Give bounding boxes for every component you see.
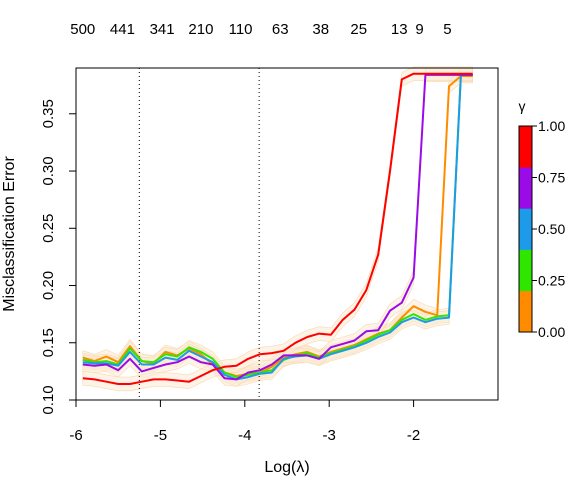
top-axis-label-10: 5 bbox=[443, 21, 451, 38]
colorbar-tick-label-2: 0.50 bbox=[538, 221, 565, 237]
x-tick-label-1: -5 bbox=[154, 427, 167, 444]
legend-title: γ bbox=[519, 98, 526, 114]
top-axis-label-9: 9 bbox=[415, 21, 423, 38]
top-axis-label-0: 500 bbox=[70, 21, 95, 38]
colorbar-segment-0 bbox=[519, 290, 532, 333]
y-tick-label-5: 0.35 bbox=[40, 99, 57, 128]
error-band-0 bbox=[82, 68, 474, 384]
x-tick-label-0: -6 bbox=[69, 427, 82, 444]
y-tick-label-1: 0.15 bbox=[40, 328, 57, 357]
series-line-4 bbox=[82, 72, 473, 385]
y-tick-label-4: 0.30 bbox=[40, 156, 57, 185]
top-axis-label-2: 341 bbox=[150, 21, 175, 38]
top-axis-label-5: 63 bbox=[272, 21, 289, 38]
y-tick-label-2: 0.20 bbox=[40, 271, 57, 300]
top-axis-label-8: 13 bbox=[391, 21, 408, 38]
y-tick-label-0: 0.10 bbox=[40, 385, 57, 414]
colorbar-tick-label-1: 0.25 bbox=[538, 273, 565, 289]
series-line-0 bbox=[82, 75, 473, 377]
top-axis-label-6: 38 bbox=[312, 21, 329, 38]
series-line-3 bbox=[82, 73, 473, 381]
colorbar-segment-1 bbox=[519, 249, 532, 292]
colorbar-tick-label-4: 1.00 bbox=[538, 118, 565, 134]
x-tick-label-3: -3 bbox=[323, 427, 336, 444]
top-axis-label-1: 441 bbox=[110, 21, 135, 38]
gamma-colorbar: γ 0.00 0.25 0.50 0.75 1.00 bbox=[518, 98, 565, 340]
colorbar-segment-3 bbox=[519, 167, 532, 209]
top-axis-label-4: 110 bbox=[229, 21, 253, 38]
series-line-2 bbox=[82, 73, 473, 381]
top-axis-label-7: 25 bbox=[350, 21, 367, 38]
x-tick-label-2: -4 bbox=[238, 427, 251, 444]
x-tick-label-4: -2 bbox=[407, 427, 420, 444]
error-band-1 bbox=[82, 67, 474, 385]
top-axis: 500 441 341 210 110 63 38 25 13 9 5 bbox=[70, 21, 451, 38]
y-tick-label-3: 0.25 bbox=[40, 214, 57, 243]
series-lines bbox=[82, 72, 473, 385]
y-axis-label: Misclassification Error bbox=[1, 156, 18, 312]
reference-lines bbox=[138, 68, 260, 400]
x-axis: -6 -5 -4 -3 -2 bbox=[69, 399, 420, 444]
colorbar-tick-label-0: 0.00 bbox=[538, 324, 565, 340]
top-axis-label-3: 210 bbox=[188, 21, 213, 38]
colorbar-tick-label-3: 0.75 bbox=[538, 170, 565, 186]
series-line-1 bbox=[82, 73, 473, 379]
error-band-4 bbox=[82, 66, 474, 392]
error-band-3 bbox=[82, 67, 474, 387]
error-bands bbox=[82, 66, 474, 392]
error-band-2 bbox=[82, 67, 474, 387]
y-axis: 0.10 0.15 0.20 0.25 0.30 0.35 bbox=[40, 99, 77, 415]
x-axis-label: Log(λ) bbox=[264, 459, 309, 476]
colorbar-segment-2 bbox=[519, 208, 532, 250]
colorbar-segment-4 bbox=[519, 126, 532, 168]
